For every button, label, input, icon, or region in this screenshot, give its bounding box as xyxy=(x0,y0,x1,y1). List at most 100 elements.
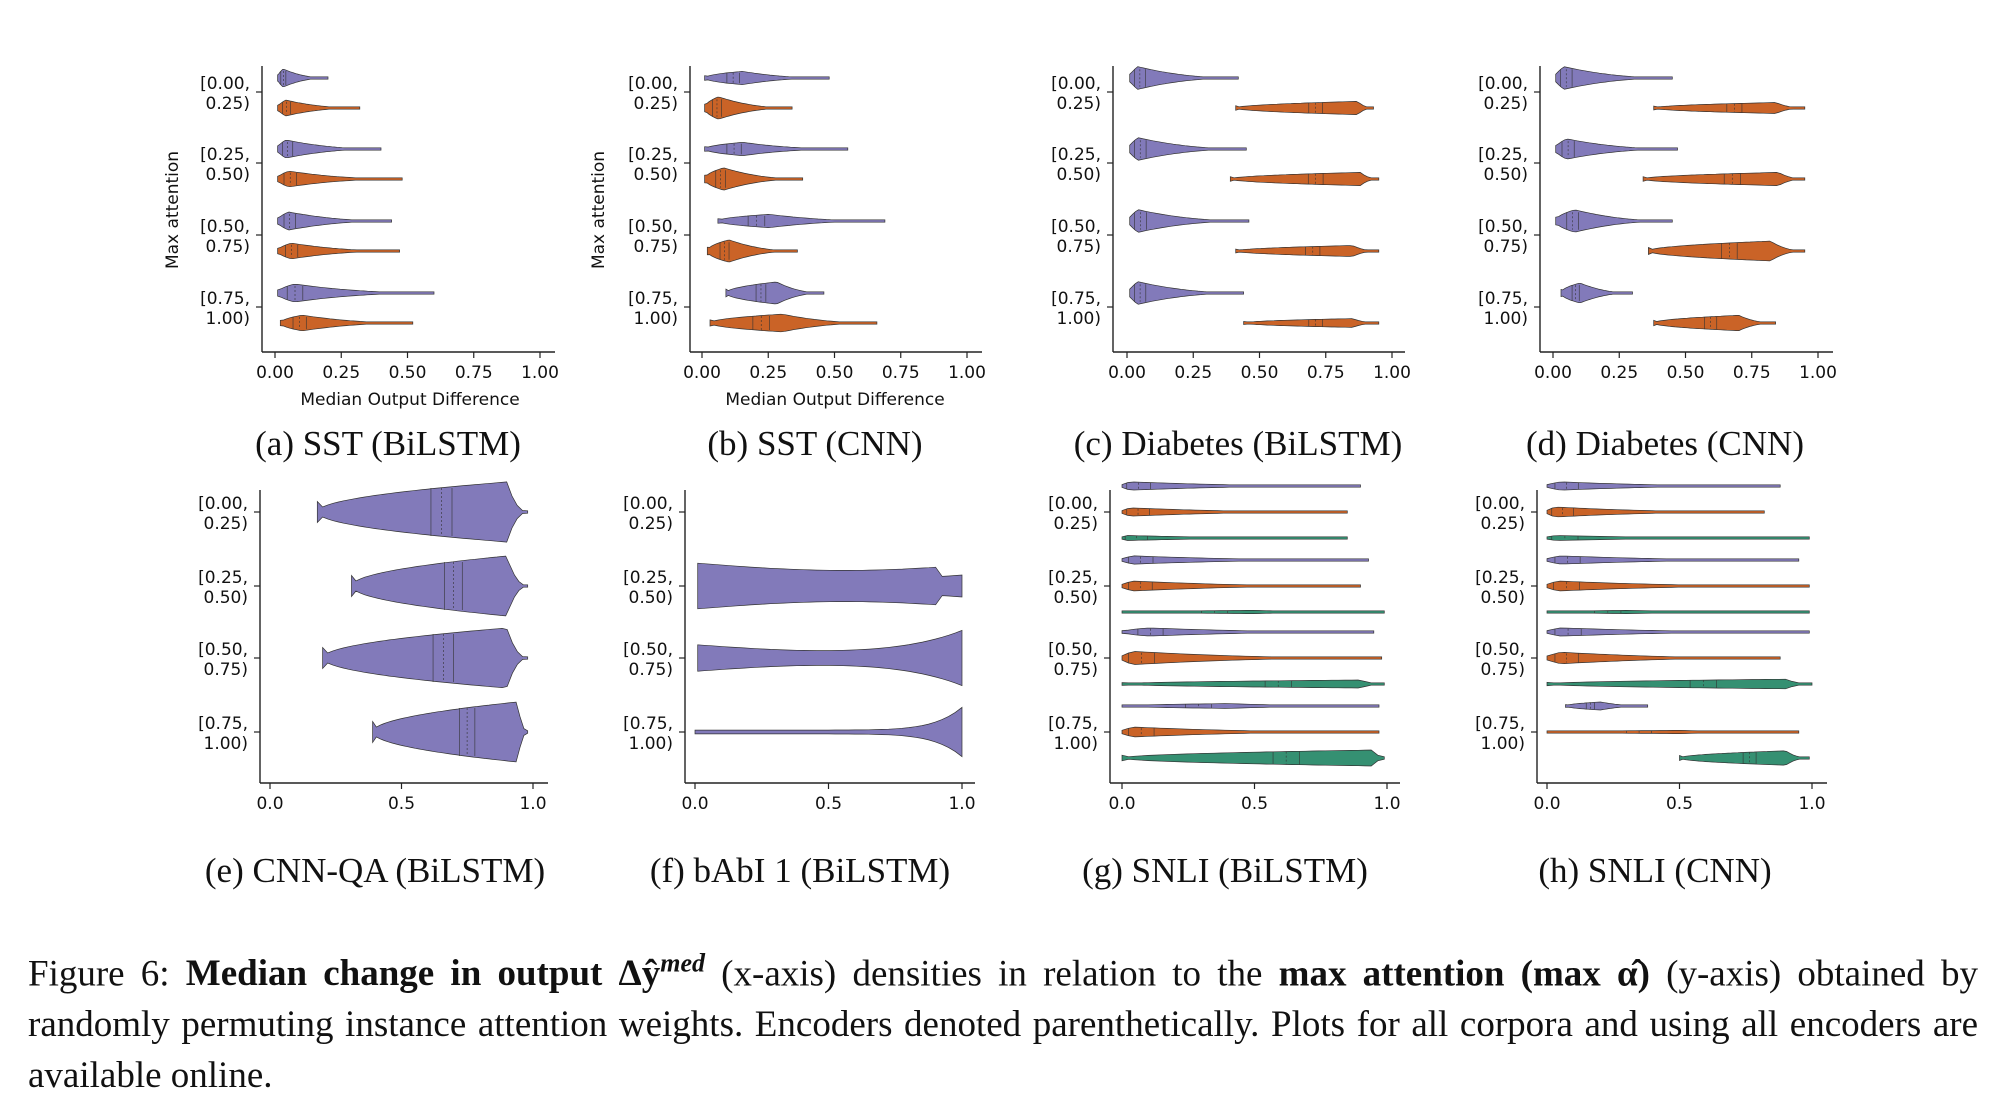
y-tick-label: [0.00, xyxy=(1051,74,1101,94)
violin xyxy=(1555,209,1673,233)
y-tick-label: [0.75, xyxy=(623,714,673,734)
caption-bold-2: max attention (max α̂) xyxy=(1278,953,1650,995)
x-tick-label: 0.0 xyxy=(681,794,708,814)
x-tick-label: 0.5 xyxy=(815,794,842,814)
violin xyxy=(1648,240,1806,262)
violin xyxy=(1679,750,1810,766)
violin xyxy=(1121,651,1383,665)
subcaption: (g) SNLI (BiLSTM) xyxy=(1082,851,1368,890)
x-tick-label: 1.0 xyxy=(1798,794,1825,814)
x-tick-label: 0.00 xyxy=(1108,363,1146,383)
y-tick-label: [0.25, xyxy=(198,568,248,588)
subcaption: (b) SST (CNN) xyxy=(707,424,922,463)
violin xyxy=(1121,535,1348,541)
x-tick-label: 1.00 xyxy=(1373,363,1411,383)
violin xyxy=(1546,535,1810,541)
violin xyxy=(717,214,886,228)
x-tick-label: 0.75 xyxy=(882,363,920,383)
y-tick-label: [0.00, xyxy=(1048,494,1098,514)
y-tick-label: [0.25, xyxy=(1048,568,1098,588)
x-tick-label: 0.75 xyxy=(1733,363,1771,383)
x-tick-label: 0.50 xyxy=(816,363,854,383)
y-tick-label: [0.75, xyxy=(628,289,678,309)
y-tick-label: 1.00) xyxy=(634,309,678,329)
x-tick-label: 0.5 xyxy=(1241,794,1268,814)
y-tick-label: 0.75) xyxy=(629,660,673,680)
violin xyxy=(1565,701,1649,711)
x-tick-label: 0.75 xyxy=(455,363,493,383)
y-tick-label: 1.00) xyxy=(1057,309,1101,329)
violin xyxy=(277,99,361,117)
figure-caption: Figure 6: Median change in output Δŷmed … xyxy=(28,938,1978,1101)
violin xyxy=(372,701,529,763)
violin xyxy=(1121,726,1380,738)
violin xyxy=(725,281,825,305)
y-tick-label: 0.25) xyxy=(1057,94,1101,114)
x-tick-label: 1.00 xyxy=(1799,363,1837,383)
y-axis-label: Max attention xyxy=(163,151,183,269)
y-tick-label: [0.50, xyxy=(623,640,673,660)
x-tick-label: 0.50 xyxy=(1667,363,1705,383)
y-tick-label: [0.00, xyxy=(623,494,673,514)
y-tick-label: 0.25) xyxy=(629,514,673,534)
violin xyxy=(1235,245,1380,257)
y-tick-label: [0.75, xyxy=(1051,289,1101,309)
y-tick-label: [0.75, xyxy=(200,289,250,309)
subcaption: (e) CNN-QA (BiLSTM) xyxy=(205,851,545,890)
x-tick-label: 0.5 xyxy=(1666,794,1693,814)
violin xyxy=(1653,315,1776,331)
violin xyxy=(1546,555,1800,565)
x-tick-label: 0.25 xyxy=(749,363,787,383)
violin xyxy=(1546,678,1813,690)
y-tick-label: 0.25) xyxy=(1484,94,1528,114)
violin xyxy=(1129,281,1244,305)
y-tick-label: [0.25, xyxy=(628,145,678,165)
violin xyxy=(279,314,414,332)
violin xyxy=(1121,555,1369,565)
y-tick-label: 0.25) xyxy=(1054,514,1098,534)
y-tick-label: 0.50) xyxy=(629,588,673,608)
violin xyxy=(704,167,804,191)
violin xyxy=(1121,679,1385,689)
violin xyxy=(1546,481,1781,491)
y-tick-label: 1.00) xyxy=(1484,309,1528,329)
y-tick-label: [0.25, xyxy=(1478,145,1528,165)
violin xyxy=(704,96,793,120)
y-tick-label: 0.50) xyxy=(204,588,248,608)
violin xyxy=(697,629,963,687)
violin xyxy=(316,481,529,543)
x-tick-label: 0.75 xyxy=(1307,363,1345,383)
violin xyxy=(277,283,435,303)
violin xyxy=(277,68,329,88)
x-tick-label: 0.25 xyxy=(1174,363,1212,383)
violin xyxy=(704,142,849,156)
x-tick-label: 0.50 xyxy=(389,363,427,383)
x-tick-label: 1.00 xyxy=(521,363,559,383)
y-tick-label: [0.50, xyxy=(1478,217,1528,237)
x-tick-label: 1.0 xyxy=(948,794,975,814)
x-tick-label: 0.0 xyxy=(1108,794,1135,814)
violin xyxy=(277,139,382,159)
x-tick-label: 0.00 xyxy=(1534,363,1572,383)
violin xyxy=(277,211,392,231)
y-tick-label: 1.00) xyxy=(629,734,673,754)
y-tick-label: 0.50) xyxy=(634,165,678,185)
y-tick-label: 0.75) xyxy=(1481,660,1525,680)
y-axis-label: Max attention xyxy=(589,151,609,269)
y-tick-label: [0.50, xyxy=(198,640,248,660)
y-tick-label: [0.50, xyxy=(628,217,678,237)
violin xyxy=(1560,282,1633,304)
violin xyxy=(1546,730,1800,734)
y-tick-label: 0.25) xyxy=(204,514,248,534)
y-tick-label: [0.75, xyxy=(1475,714,1525,734)
y-tick-label: 0.75) xyxy=(1054,660,1098,680)
y-tick-label: 0.75) xyxy=(204,660,248,680)
violin xyxy=(704,70,830,86)
violin-panel: 0.0 0.5 1.0 [0.00,0.25) [0.25,0.50) [0.50,0.7… xyxy=(1475,481,1827,890)
violin xyxy=(351,555,529,617)
caption-prefix: Figure 6: xyxy=(28,953,186,995)
violin xyxy=(694,706,963,758)
violin xyxy=(1129,66,1239,90)
y-tick-label: 0.25) xyxy=(206,94,250,114)
y-tick-label: 0.75) xyxy=(634,237,678,257)
